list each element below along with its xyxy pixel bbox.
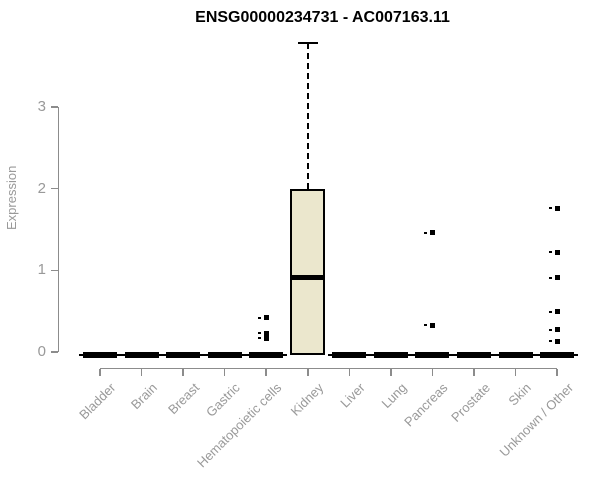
flat-box bbox=[415, 352, 450, 358]
x-axis-tick bbox=[390, 368, 392, 376]
upper-whisker-cap bbox=[297, 42, 318, 45]
outlier-dash bbox=[258, 332, 262, 335]
flat-box bbox=[498, 352, 533, 358]
outlier-point bbox=[429, 230, 435, 236]
outlier-point bbox=[554, 249, 560, 255]
x-axis-line bbox=[100, 367, 558, 370]
y-tick-label: 0 bbox=[37, 343, 46, 360]
flat-box bbox=[540, 352, 575, 358]
y-tick-label: 3 bbox=[37, 97, 46, 115]
outlier-dash bbox=[549, 310, 553, 313]
x-axis-tick bbox=[265, 368, 267, 376]
x-axis-tick bbox=[223, 368, 226, 376]
y-axis-tick bbox=[51, 187, 58, 190]
x-axis-tick bbox=[514, 368, 517, 376]
y-tick-label: 2 bbox=[37, 179, 46, 197]
x-axis-tick bbox=[556, 368, 558, 376]
y-tick-label: 1 bbox=[37, 261, 46, 279]
box bbox=[290, 188, 326, 355]
y-axis-tick bbox=[51, 106, 58, 108]
flat-box bbox=[207, 352, 242, 358]
flat-box bbox=[249, 352, 284, 358]
x-tick-label: Kidney bbox=[287, 380, 327, 419]
x-axis-tick bbox=[182, 368, 184, 376]
x-tick-label: Bladder bbox=[76, 380, 119, 423]
outlier-point bbox=[554, 205, 560, 211]
outlier-dash bbox=[424, 231, 428, 234]
outlier-point bbox=[554, 275, 560, 281]
outlier-point bbox=[263, 335, 269, 341]
chart-title: ENSG00000234731 - AC007163.11 bbox=[195, 9, 450, 26]
x-axis-tick bbox=[140, 368, 143, 376]
outlier-point bbox=[429, 322, 435, 328]
y-axis-line bbox=[57, 106, 59, 352]
flat-box bbox=[332, 352, 367, 358]
outlier-dash bbox=[549, 328, 553, 331]
x-axis-tick bbox=[307, 368, 309, 376]
x-tick-label: Unknown / Other bbox=[496, 380, 576, 460]
outlier-dash bbox=[258, 337, 262, 340]
upper-whisker-line bbox=[306, 43, 309, 189]
outlier-point bbox=[554, 327, 560, 333]
outlier-point bbox=[554, 338, 560, 344]
outlier-dash bbox=[424, 324, 428, 327]
median-line bbox=[290, 275, 326, 281]
x-axis-tick bbox=[99, 368, 101, 376]
flat-box bbox=[456, 352, 491, 358]
x-tick-label: Pancreas bbox=[401, 380, 452, 430]
outlier-dash bbox=[549, 276, 553, 279]
outlier-dash bbox=[549, 207, 553, 210]
flat-box bbox=[166, 352, 201, 358]
x-axis-tick bbox=[431, 368, 434, 376]
outlier-dash bbox=[258, 316, 262, 319]
outlier-point bbox=[554, 309, 560, 315]
flat-box bbox=[373, 352, 408, 358]
flat-box bbox=[124, 352, 159, 358]
x-tick-label: Breast bbox=[164, 380, 202, 418]
y-axis-tick bbox=[51, 269, 58, 272]
outlier-point bbox=[263, 330, 269, 336]
x-tick-label: Brain bbox=[128, 380, 161, 413]
outlier-point bbox=[263, 315, 269, 321]
flat-box bbox=[83, 352, 117, 358]
x-axis-tick bbox=[348, 368, 351, 376]
x-tick-label: Liver bbox=[337, 380, 368, 411]
x-tick-label: Lung bbox=[378, 380, 410, 412]
y-axis-tick bbox=[51, 351, 58, 353]
outlier-dash bbox=[549, 251, 553, 254]
x-tick-label: Skin bbox=[505, 380, 535, 409]
outlier-dash bbox=[549, 340, 553, 343]
x-axis-tick bbox=[473, 368, 475, 376]
x-tick-label: Gastric bbox=[203, 380, 244, 420]
x-tick-label: Prostate bbox=[447, 380, 493, 425]
